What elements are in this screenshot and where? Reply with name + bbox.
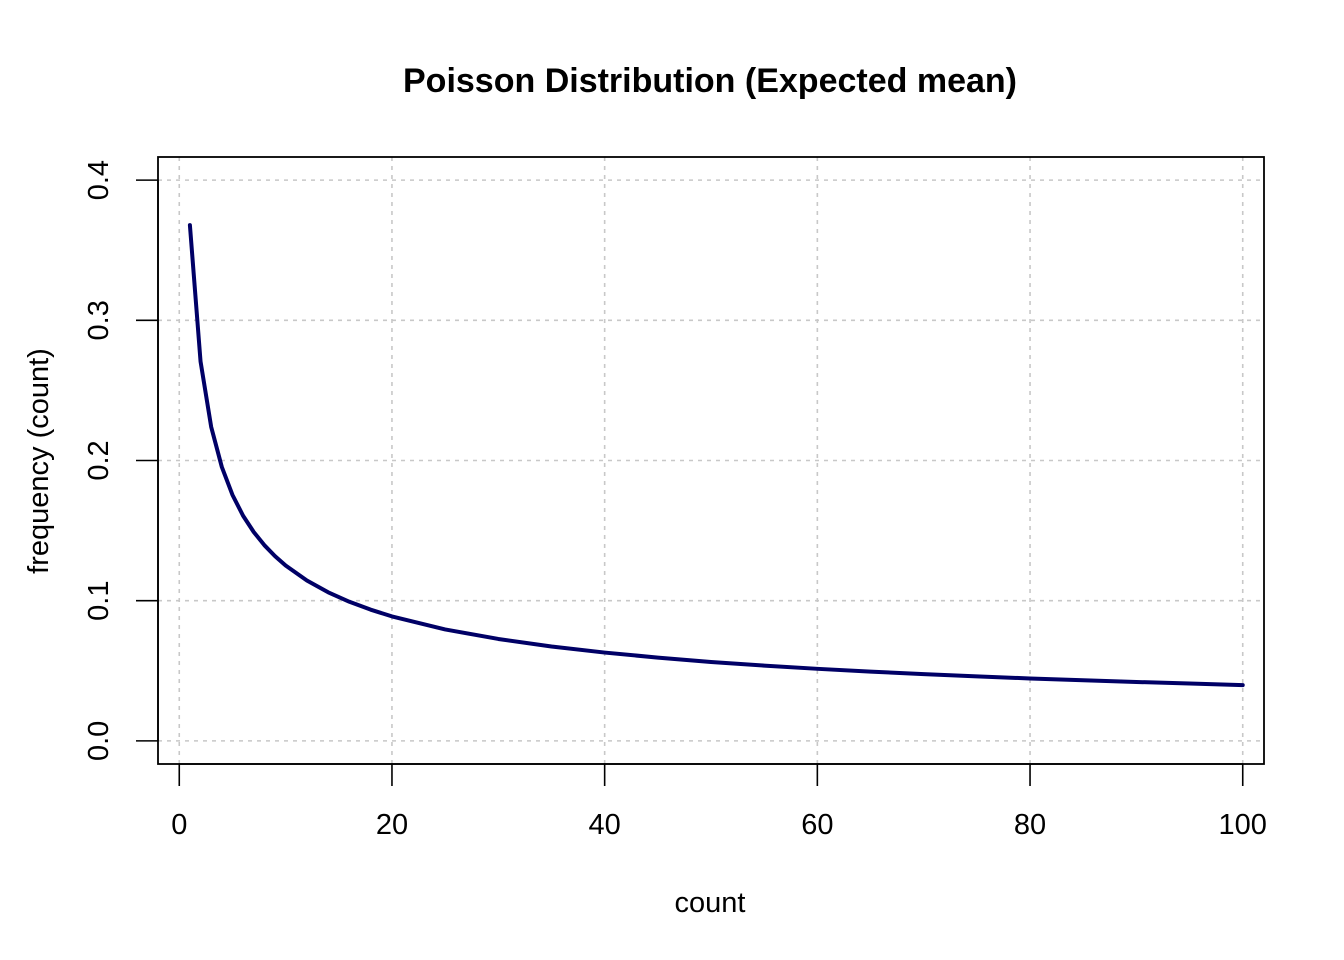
series-line: [187, 223, 1245, 688]
x-tick-label: 80: [1014, 809, 1046, 841]
y-axis-label: frequency (count): [23, 348, 55, 574]
line-layer: [187, 223, 1245, 688]
y-axis: 0.0 0.1 0.2 0.3 0.4: [83, 160, 159, 761]
x-tick-label: 100: [1219, 809, 1267, 841]
x-tick-label: 60: [801, 809, 833, 841]
y-tick-label: 0.4: [83, 160, 115, 200]
y-tick-label: 0.0: [83, 721, 115, 761]
x-axis: 0 20 40 60 80 100: [171, 763, 1267, 841]
y-tick-label: 0.2: [83, 440, 115, 480]
chart-title: Poisson Distribution (Expected mean): [403, 62, 1017, 100]
x-tick-label: 40: [589, 809, 621, 841]
x-axis-label: count: [675, 887, 746, 919]
grid-layer: [158, 157, 1264, 764]
y-tick-label: 0.1: [83, 581, 115, 621]
y-tick-label: 0.3: [83, 300, 115, 340]
x-tick-label: 0: [171, 809, 187, 841]
x-tick-label: 20: [376, 809, 408, 841]
